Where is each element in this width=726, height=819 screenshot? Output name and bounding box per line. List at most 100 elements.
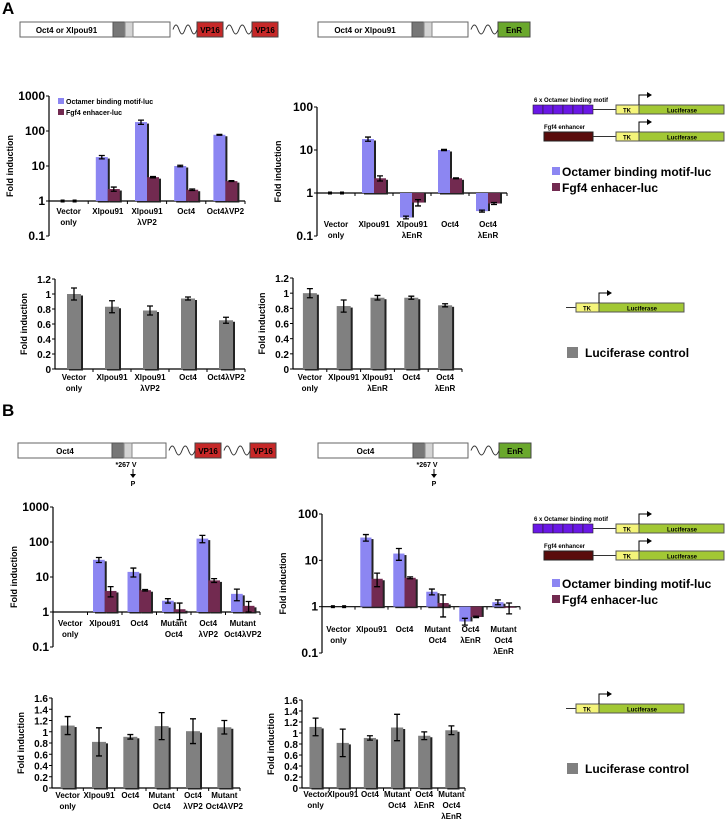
x-tick-label: Vector [58, 619, 82, 628]
x-tick-label: λEnR [493, 647, 514, 656]
error-bar [491, 201, 497, 206]
error-bar [339, 728, 346, 758]
x-tick-label: λEnR [441, 812, 462, 819]
error-bar [176, 602, 183, 621]
x-tick-label: only [62, 630, 79, 639]
error-bar [395, 547, 402, 561]
bar-octamer [426, 591, 438, 607]
bar-octamer [135, 122, 147, 201]
chart-A-EnR-control: 0 0.2 0.4 0.6 0.8 1 1.2 Fold induction Vector onl… [257, 274, 463, 393]
luciferase-label: Luciferase [667, 528, 698, 534]
tk-label: TK [623, 555, 632, 561]
error-bar [223, 316, 229, 324]
arrowhead-icon [431, 474, 437, 478]
legend-fgf4: Fgf4 enhacer-luc [562, 181, 658, 195]
bar-control [390, 727, 404, 788]
bar-marker [328, 191, 332, 195]
y-tick-label: 1 [42, 605, 49, 619]
error-bar [366, 735, 373, 741]
bar-octamer [438, 150, 450, 193]
y-tick-label: 100 [293, 100, 313, 114]
x-tick-label: Oct4λVP2 [207, 207, 245, 216]
x-tick-label: only [66, 384, 83, 393]
octamer-motif-box [562, 104, 574, 115]
fgf4-label: Fgf4 enhancer [544, 544, 586, 550]
y-tick-label: 1 [311, 600, 318, 614]
error-bar [448, 725, 455, 736]
x-tick-label: Xlpou91 [89, 619, 121, 628]
error-bar [228, 180, 235, 183]
x-tick-label: Oct4 [361, 790, 379, 799]
error-bar [494, 599, 501, 606]
y-tick-label: 1 [38, 194, 45, 208]
error-bar [374, 294, 381, 301]
x-tick-label: Oct4 [479, 220, 497, 229]
error-bar [403, 215, 409, 220]
y-tick-label: 0.4 [37, 335, 51, 346]
luciferase-gene [638, 104, 725, 115]
octamer-motif-box [582, 104, 594, 115]
legend-swatch-octamer [552, 579, 560, 587]
legend-octamer: Octamer binding motif-luc [562, 165, 712, 179]
octamer-label: 6 x Octamer binding motif [534, 517, 609, 523]
bar-control [217, 727, 232, 788]
x-tick-label: Mutant [161, 619, 188, 628]
x-tick-label: Mutant [490, 625, 517, 634]
error-bar [130, 567, 137, 578]
legend-control: Luciferase control [585, 762, 689, 776]
error-bar [233, 588, 240, 602]
legend-swatch-fgf4 [58, 109, 64, 115]
tk-label: TK [623, 136, 632, 142]
y-tick-label: 0.2 [37, 350, 51, 361]
y-tick-label: 1000 [22, 500, 49, 514]
x-tick-label: Oct4 [402, 373, 420, 382]
x-tick-label: Mutant [211, 791, 238, 800]
vp16-label: VP16 [253, 447, 273, 456]
y-tick-label: 0.1 [301, 646, 318, 660]
y-tick-label: 100 [29, 535, 49, 549]
pou-domain-light [424, 442, 434, 459]
error-bar [150, 175, 156, 179]
x-tick-label: Oct4 [130, 619, 148, 628]
x-tick-label: λEnR [367, 384, 388, 393]
bar-octamer [213, 134, 226, 201]
octamer-motif-box [552, 104, 564, 115]
x-tick-label: λVP2 [198, 630, 218, 639]
y-tick-label: 1.6 [284, 696, 298, 707]
bar-control [123, 736, 138, 788]
vp16-label: VP16 [200, 26, 220, 35]
bar-fgf4 [404, 577, 416, 607]
y-tick-label: 100 [298, 507, 318, 521]
error-bar [127, 733, 134, 740]
arrowhead-icon [647, 538, 652, 544]
panel-label-a: A [2, 0, 14, 18]
error-bar [158, 711, 165, 741]
fgf4-enhancer-box [543, 131, 594, 142]
y-tick-label: 1.4 [284, 707, 298, 718]
chart-A-EnR-reporter: 0.1 1 10 100 Fold induction Vector only Xlpou91… [273, 100, 508, 243]
tss-arrow-icon [638, 513, 647, 524]
bar-marker [340, 191, 344, 195]
arrowhead-icon [607, 691, 612, 697]
bar-octamer [231, 593, 243, 612]
protein-box [317, 442, 469, 459]
protein-label: Oct4 [357, 447, 375, 456]
x-tick-label: Xlpou91 [92, 207, 124, 216]
error-bar [109, 300, 115, 314]
error-bar [245, 600, 252, 613]
legend-fgf4: Fgf4 enhacer-luc [66, 110, 122, 117]
y-tick-label: 0.2 [284, 773, 298, 784]
octamer-motif-box [572, 104, 584, 115]
pou-domain-dark [111, 442, 125, 459]
x-tick-label: Mutant [230, 619, 257, 628]
error-bar [441, 148, 447, 152]
octamer-motif-box [532, 523, 544, 534]
error-bar [365, 136, 371, 142]
arrowhead-icon [647, 511, 652, 517]
luciferase-gene [638, 523, 725, 534]
bar-octamer [459, 606, 471, 622]
bar-fgf4 [488, 193, 500, 204]
x-tick-label: only [330, 636, 347, 645]
tss-arrow-icon [638, 94, 647, 105]
